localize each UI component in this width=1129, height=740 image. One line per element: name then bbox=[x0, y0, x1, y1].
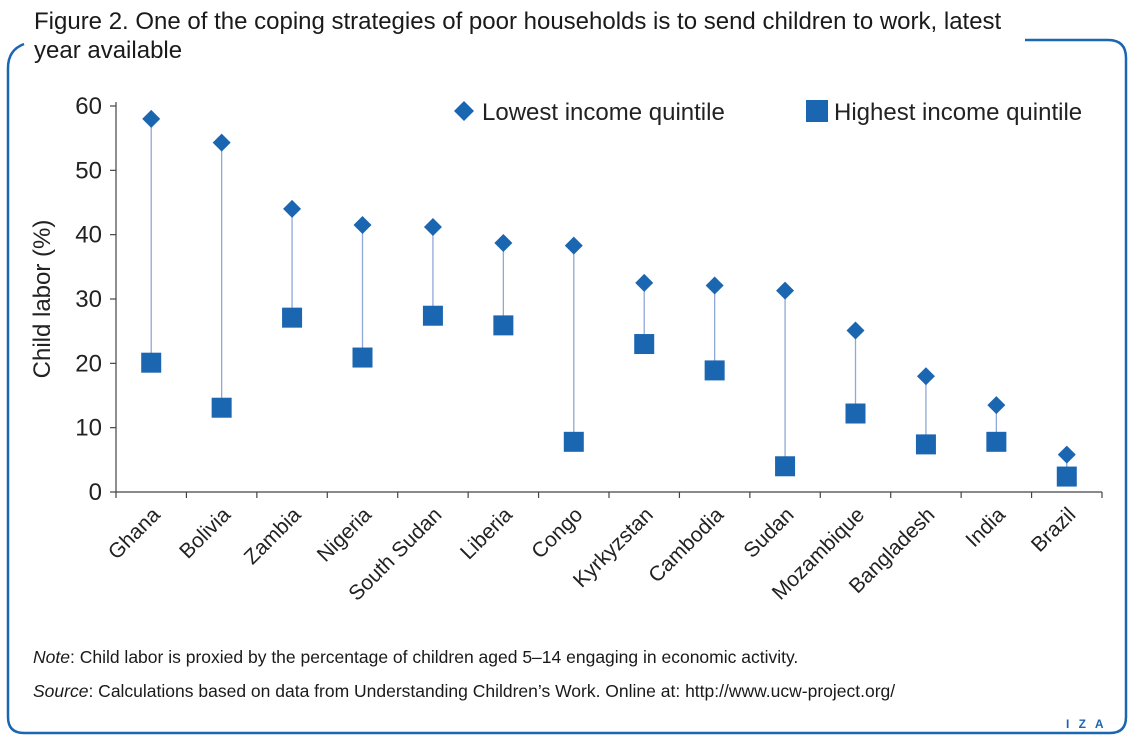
highest-quintile-square bbox=[141, 352, 162, 373]
lowest-quintile-diamond bbox=[705, 276, 724, 295]
highest-quintile-square bbox=[986, 431, 1007, 452]
highest-quintile-square bbox=[352, 347, 373, 368]
x-tick-label: Nigeria bbox=[313, 503, 377, 567]
highest-quintile-square bbox=[845, 403, 866, 424]
y-tick-label: 30 bbox=[75, 286, 102, 313]
x-tick-label: Cambodia bbox=[644, 503, 728, 587]
lowest-quintile-diamond bbox=[564, 236, 583, 255]
legend-diamond-marker bbox=[454, 101, 474, 121]
note-label: Note bbox=[33, 647, 70, 667]
x-tick-label: Ghana bbox=[104, 503, 165, 564]
lowest-quintile-diamond bbox=[283, 199, 302, 218]
x-tick-label: Bolivia bbox=[175, 503, 235, 563]
figure-source: Source: Calculations based on data from … bbox=[33, 681, 895, 702]
lowest-quintile-diamond bbox=[846, 321, 865, 340]
x-tick-label: India bbox=[961, 503, 1010, 552]
highest-quintile-square bbox=[775, 456, 796, 477]
lowest-quintile-diamond bbox=[635, 273, 654, 292]
note-text: : Child labor is proxied by the percenta… bbox=[69, 647, 799, 667]
source-text: : Calculations based on data from Unders… bbox=[88, 681, 896, 701]
y-tick-label: 0 bbox=[89, 479, 102, 506]
highest-quintile-square bbox=[211, 397, 232, 418]
lowest-quintile-diamond bbox=[776, 281, 795, 300]
figure-note: Note: Child labor is proxied by the perc… bbox=[33, 647, 798, 668]
figure-title: Figure 2. One of the coping strategies o… bbox=[34, 7, 1025, 65]
lowest-quintile-diamond bbox=[142, 109, 161, 128]
x-tick-label: Liberia bbox=[456, 503, 517, 564]
highest-quintile-square bbox=[493, 315, 514, 336]
y-tick-label: 60 bbox=[75, 93, 102, 120]
x-tick-label: Brazil bbox=[1027, 503, 1080, 556]
legend-label-lowest: Lowest income quintile bbox=[482, 99, 725, 126]
lowest-quintile-diamond bbox=[1057, 445, 1076, 464]
legend-label-highest: Highest income quintile bbox=[834, 99, 1082, 126]
iza-logo: I Z A bbox=[1066, 717, 1107, 731]
y-tick-label: 50 bbox=[75, 157, 102, 184]
connector-lines bbox=[150, 118, 1068, 477]
lowest-quintile-diamond bbox=[423, 217, 442, 236]
highest-quintile-square bbox=[422, 305, 443, 326]
data-marks bbox=[141, 109, 1077, 487]
lowest-quintile-diamond bbox=[494, 234, 513, 253]
source-label: Source bbox=[33, 681, 89, 701]
chart-axes: 0 10 20 30 40 50 60 Child labor (%) bbox=[29, 93, 1103, 506]
x-tick-label: Sudan bbox=[739, 503, 798, 562]
chart-legend: Lowest income quintile Highest income qui… bbox=[454, 99, 1082, 126]
chart-area: 0 10 20 30 40 50 60 Child labor (%) Ghana Bolivi… bbox=[29, 93, 1103, 605]
y-tick-label: 10 bbox=[75, 415, 102, 442]
legend-square-marker bbox=[806, 100, 828, 122]
highest-quintile-square bbox=[1056, 466, 1077, 487]
highest-quintile-square bbox=[704, 360, 725, 381]
x-tick-label: Congo bbox=[527, 503, 587, 563]
highest-quintile-square bbox=[563, 431, 584, 452]
y-tick-label: 40 bbox=[75, 222, 102, 249]
highest-quintile-square bbox=[915, 434, 936, 455]
x-tick-label: Zambia bbox=[240, 503, 306, 569]
highest-quintile-square bbox=[634, 334, 655, 355]
lowest-quintile-diamond bbox=[916, 367, 935, 386]
lowest-quintile-diamond bbox=[212, 133, 231, 152]
lowest-quintile-diamond bbox=[353, 216, 372, 235]
lowest-quintile-diamond bbox=[987, 396, 1006, 415]
y-axis-title: Child labor (%) bbox=[29, 220, 56, 379]
y-tick-label: 20 bbox=[75, 350, 102, 377]
highest-quintile-square bbox=[282, 307, 303, 328]
